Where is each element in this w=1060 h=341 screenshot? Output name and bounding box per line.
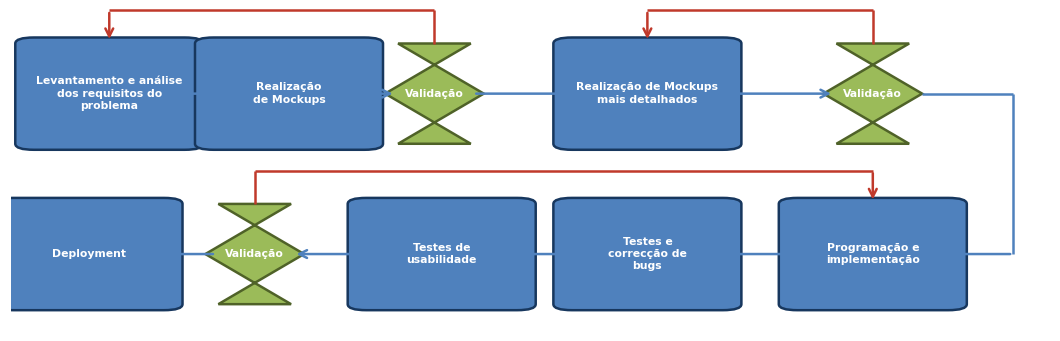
Polygon shape [206,204,304,304]
Polygon shape [824,44,922,144]
Text: Realização de Mockups
mais detalhados: Realização de Mockups mais detalhados [577,83,719,105]
Polygon shape [385,44,483,144]
Text: Validação: Validação [405,89,464,99]
Text: Validação: Validação [844,89,902,99]
Text: Realização
de Mockups: Realização de Mockups [252,83,325,105]
Text: Testes de
usabilidade: Testes de usabilidade [407,243,477,265]
FancyBboxPatch shape [195,38,383,150]
FancyBboxPatch shape [15,38,204,150]
FancyBboxPatch shape [348,198,535,310]
Text: Programação e
implementação: Programação e implementação [826,243,920,265]
Text: Validação: Validação [226,249,284,259]
FancyBboxPatch shape [0,198,182,310]
Text: Testes e
correcção de
bugs: Testes e correcção de bugs [608,237,687,271]
FancyBboxPatch shape [779,198,967,310]
Text: Levantamento e análise
dos requisitos do
problema: Levantamento e análise dos requisitos do… [36,76,182,111]
FancyBboxPatch shape [553,38,741,150]
Text: Deployment: Deployment [52,249,125,259]
FancyBboxPatch shape [553,198,741,310]
